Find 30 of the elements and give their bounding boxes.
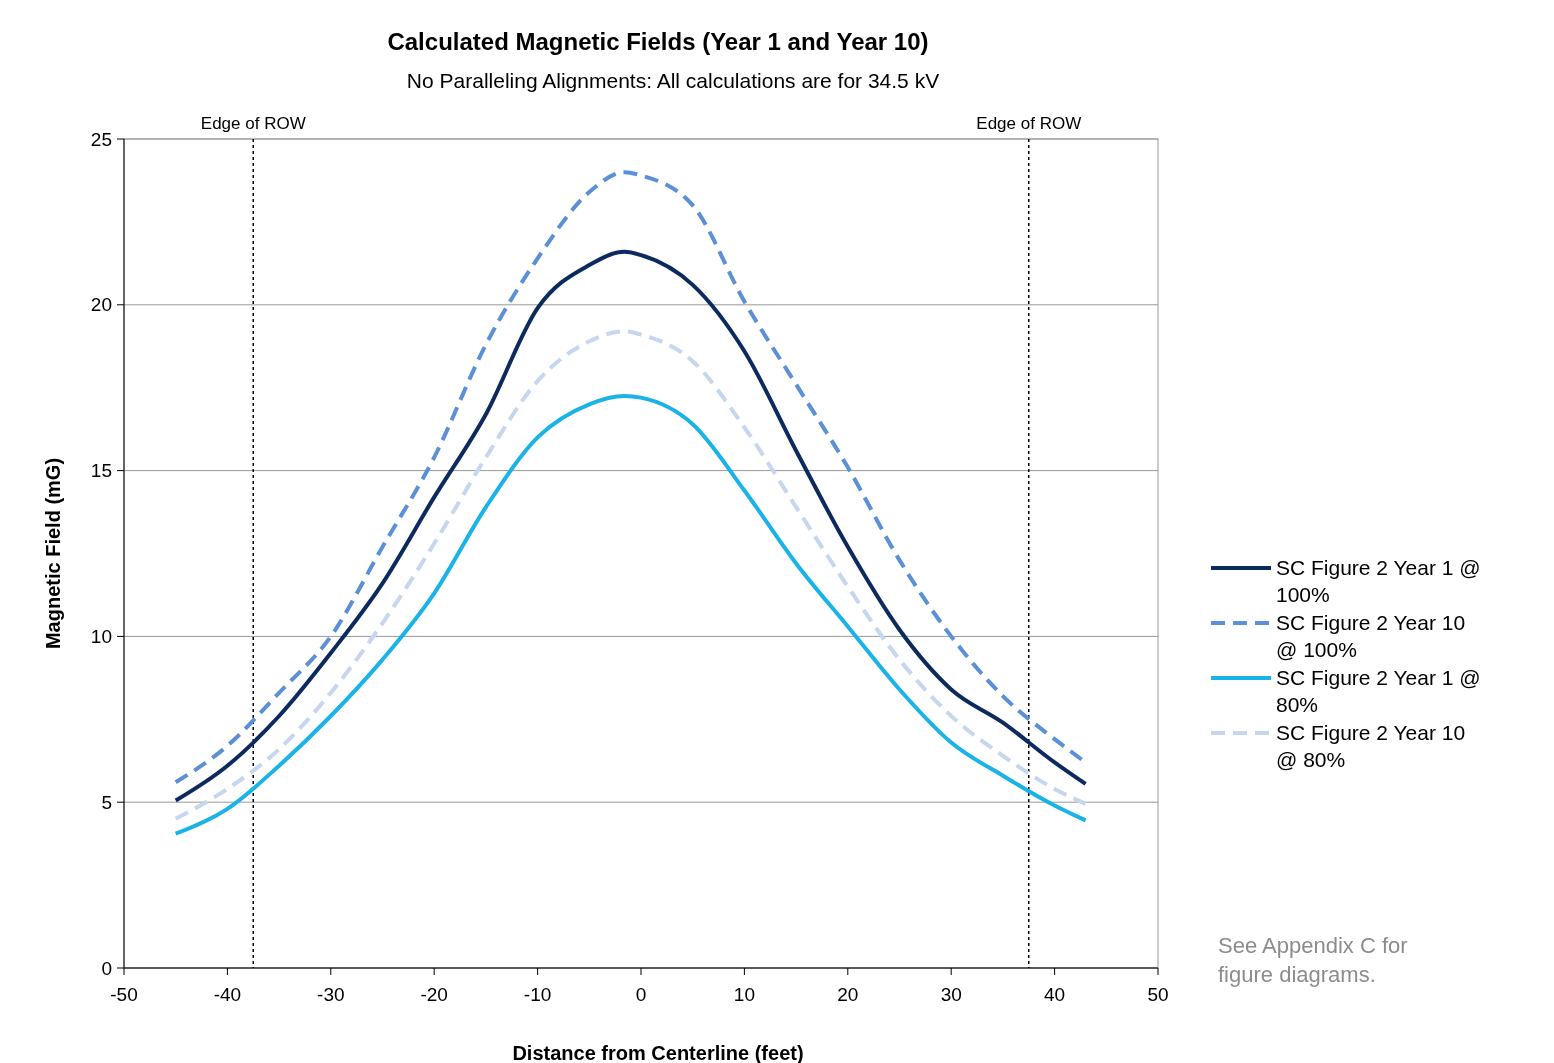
x-tick-label: -50 (110, 984, 138, 1005)
y-tick-label: 5 (101, 791, 112, 813)
x-tick-label: 50 (1147, 984, 1169, 1005)
x-tick-label: 0 (635, 984, 647, 1005)
x-tick-label: -40 (213, 984, 242, 1005)
line-series (173, 393, 1088, 836)
x-tick-label: 20 (837, 984, 859, 1005)
x-tick-label: -20 (420, 984, 448, 1005)
legend-label: SC Figure 2 Year 1 @ 100% (1276, 556, 1481, 607)
legend-label: SC Figure 2 Year 10 @ 80% (1276, 721, 1466, 772)
y-tick-label: 0 (101, 957, 112, 979)
ref-line-label: Edge of ROW (200, 114, 306, 133)
x-tick-label: 10 (733, 984, 755, 1005)
y-tick-label: 25 (90, 128, 112, 150)
y-tick-label: 15 (90, 460, 112, 482)
chart-title: Calculated Magnetic Fields (Year 1 and Year 10) (387, 28, 929, 55)
ref-line-label: Edge of ROW (976, 114, 1082, 133)
x-tick-label: -30 (317, 984, 345, 1005)
legend-label: SC Figure 2 Year 10 @ 100% (1276, 611, 1466, 662)
y-tick-label: 10 (90, 626, 112, 648)
line-series (173, 329, 1088, 821)
text: See Appendix C for figure diagrams. (1218, 933, 1408, 987)
chart-subtitle: No Paralleling Alignments: All calculations are for 34.5 kV (406, 69, 940, 92)
y-axis-title: Magnetic Field (mG) (42, 457, 64, 650)
legend-label: SC Figure 2 Year 1 @ 80% (1276, 666, 1481, 717)
x-tick-label: 40 (1044, 984, 1066, 1005)
x-tick-label: 30 (940, 984, 962, 1005)
line-series (173, 249, 1088, 803)
y-tick-label: 20 (90, 294, 112, 316)
x-tick-label: -10 (523, 984, 552, 1005)
